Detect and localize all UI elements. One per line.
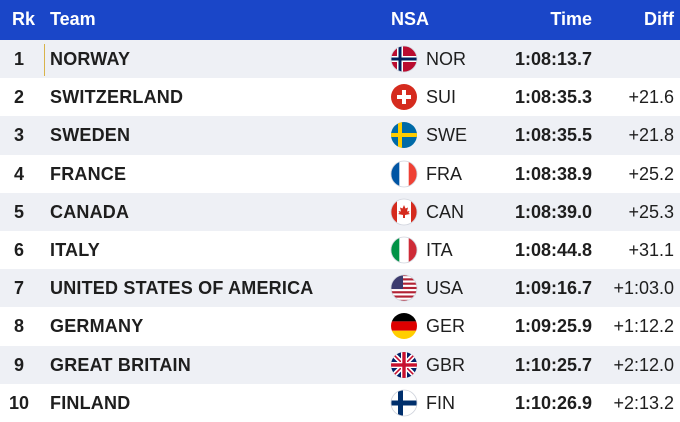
flag-norway-icon — [390, 45, 418, 73]
diff-cell: +25.3 — [628, 201, 674, 222]
time-cell: 1:08:35.3 — [514, 87, 592, 108]
flag-great-britain-icon — [391, 351, 417, 378]
nsa-code: GBR — [426, 354, 466, 375]
flag-sweden-icon — [391, 122, 417, 149]
table-row[interactable]: 6 ITALY ITA 1:08:44.8 +31.1 — [0, 231, 680, 269]
table-row[interactable]: 7 UNITED STATES OF AMERICA USA 1:09:16.7… — [0, 269, 680, 308]
nsa-code: GER — [426, 316, 466, 337]
rank-cell: 9 — [13, 354, 24, 375]
table-row[interactable]: 3 SWEDEN SWE 1:08:35.5 +21.8 — [0, 116, 680, 155]
diff-cell: +1:03.0 — [613, 278, 674, 299]
team-name[interactable]: SWITZERLAND — [50, 87, 184, 108]
diff-cell: +31.1 — [628, 239, 674, 260]
rank-cell: 4 — [13, 163, 24, 184]
rank-cell: 10 — [8, 392, 30, 413]
rank-cell: 1 — [13, 49, 24, 69]
team-name[interactable]: ITALY — [50, 239, 101, 260]
table-row[interactable]: 1 NORWAY NOR 1:08:13.7 — [0, 40, 680, 79]
flag-canada-icon — [390, 198, 418, 226]
team-name[interactable]: GREAT BRITAIN — [50, 354, 191, 375]
flag-france-icon — [390, 160, 418, 187]
flag-usa-icon — [390, 274, 418, 302]
flag-finland-icon — [390, 389, 418, 417]
time-cell: 1:09:16.7 — [514, 278, 592, 299]
time-cell: 1:08:38.9 — [514, 163, 592, 184]
table-row[interactable]: 10 FINLAND FIN 1:10:26.9 +2:13.2 — [0, 384, 680, 422]
rank-cell: 8 — [13, 316, 24, 337]
table-header: Rk Team NSA Time Diff — [0, 0, 680, 40]
nsa-code: ITA — [426, 239, 453, 260]
diff-cell: +2:12.0 — [613, 354, 674, 375]
flag-italy-icon — [390, 236, 418, 264]
header-rank: Rk — [12, 9, 36, 29]
table-row[interactable]: 5 CANADA CAN 1:08:39.0 +25.3 — [0, 192, 680, 231]
time-cell: 1:08:44.8 — [514, 239, 592, 260]
team-name[interactable]: NORWAY — [50, 49, 131, 69]
rank-cell: 3 — [13, 125, 24, 146]
team-name[interactable]: GERMANY — [50, 316, 144, 337]
nsa-code: SWE — [426, 125, 468, 146]
time-cell: 1:08:13.7 — [514, 49, 592, 69]
nsa-code: FRA — [426, 163, 462, 184]
diff-cell: +2:13.2 — [613, 392, 674, 413]
nsa-code: FIN — [426, 392, 455, 413]
flag-germany-icon — [391, 313, 417, 340]
team-name[interactable]: CANADA — [50, 201, 130, 222]
rank-cell: 6 — [13, 239, 24, 260]
diff-cell: +21.6 — [628, 87, 674, 108]
rank-cell: 2 — [13, 87, 24, 108]
header-nsa: NSA — [391, 9, 430, 29]
rank-cell: 5 — [13, 201, 24, 222]
table-row[interactable]: 4 FRANCE FRA 1:08:38.9 +25.2 — [0, 155, 680, 193]
header-team: Team — [50, 9, 96, 29]
header-time: Time — [550, 9, 592, 29]
header-diff: Diff — [644, 9, 674, 29]
team-name[interactable]: FRANCE — [50, 163, 127, 184]
row-divider — [44, 44, 45, 76]
diff-cell: +21.8 — [628, 125, 674, 146]
flag-switzerland-icon — [391, 84, 417, 111]
team-name[interactable]: FINLAND — [50, 392, 131, 413]
table-row[interactable]: 2 SWITZERLAND SUI 1:08:35.3 +21.6 — [0, 78, 680, 116]
diff-cell: +1:12.2 — [613, 316, 674, 337]
time-cell: 1:08:35.5 — [514, 125, 592, 146]
nsa-code: CAN — [426, 201, 465, 222]
nsa-code: USA — [426, 278, 464, 299]
time-cell: 1:10:25.7 — [514, 354, 592, 375]
time-cell: 1:10:26.9 — [514, 392, 592, 413]
nsa-code: NOR — [426, 49, 466, 69]
time-cell: 1:09:25.9 — [514, 316, 592, 337]
table-row[interactable]: 9 GREAT BRITAIN GBR 1:10:25.7 +2:12.0 — [0, 345, 680, 384]
rank-cell: 7 — [13, 278, 24, 299]
team-name[interactable]: UNITED STATES OF AMERICA — [50, 278, 314, 299]
diff-cell: +25.2 — [628, 163, 674, 184]
team-name[interactable]: SWEDEN — [50, 125, 131, 146]
table-row[interactable]: 8 GERMANY GER 1:09:25.9 +1:12.2 — [0, 307, 680, 345]
nsa-code: SUI — [426, 87, 457, 108]
time-cell: 1:08:39.0 — [514, 201, 592, 222]
